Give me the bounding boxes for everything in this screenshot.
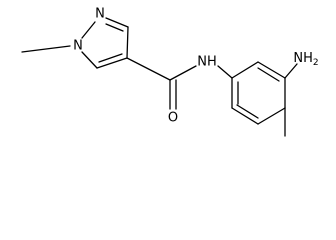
atom-label: N xyxy=(95,7,105,22)
atom-label: N xyxy=(73,39,83,54)
atom-label: O xyxy=(168,111,178,126)
bonds xyxy=(21,17,298,137)
atom-label: NH2 xyxy=(293,51,318,68)
atom-label-subscript: 2 xyxy=(313,58,319,68)
atom-label-main: NH xyxy=(293,51,313,66)
molecule-diagram: N N NH O NH2 xyxy=(21,7,319,137)
atom-label: NH xyxy=(197,55,217,70)
